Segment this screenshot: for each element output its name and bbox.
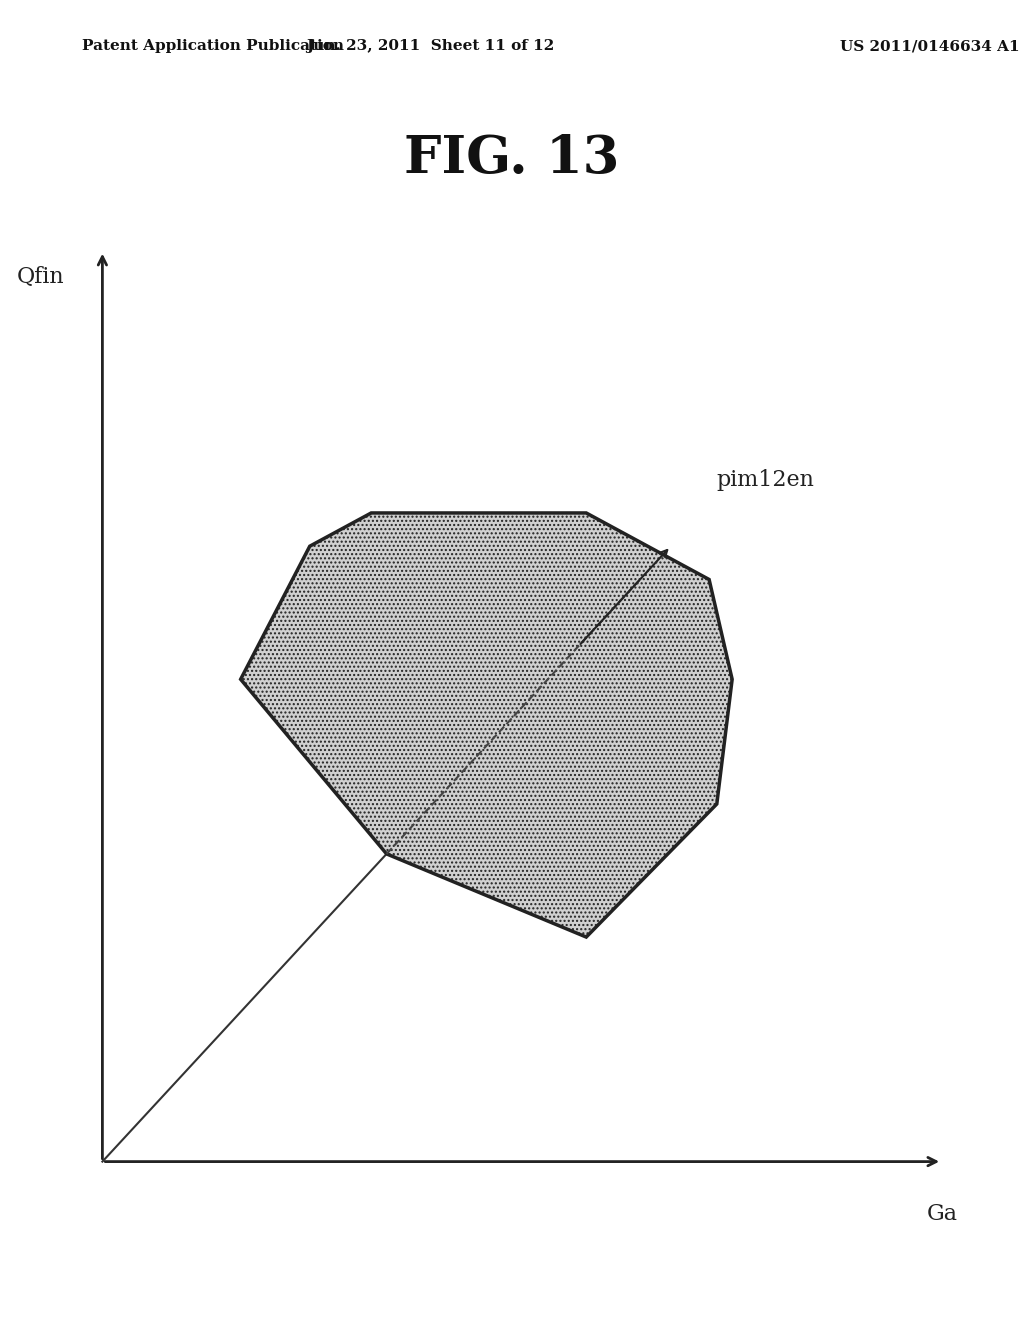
Polygon shape bbox=[241, 513, 732, 937]
Text: Jun. 23, 2011  Sheet 11 of 12: Jun. 23, 2011 Sheet 11 of 12 bbox=[306, 40, 554, 53]
Text: Qfin: Qfin bbox=[17, 267, 65, 288]
Text: Ga: Ga bbox=[927, 1204, 957, 1225]
Text: FIG. 13: FIG. 13 bbox=[404, 133, 620, 183]
Text: pim12en: pim12en bbox=[717, 469, 815, 491]
Text: US 2011/0146634 A1: US 2011/0146634 A1 bbox=[840, 40, 1019, 53]
Text: Patent Application Publication: Patent Application Publication bbox=[82, 40, 344, 53]
